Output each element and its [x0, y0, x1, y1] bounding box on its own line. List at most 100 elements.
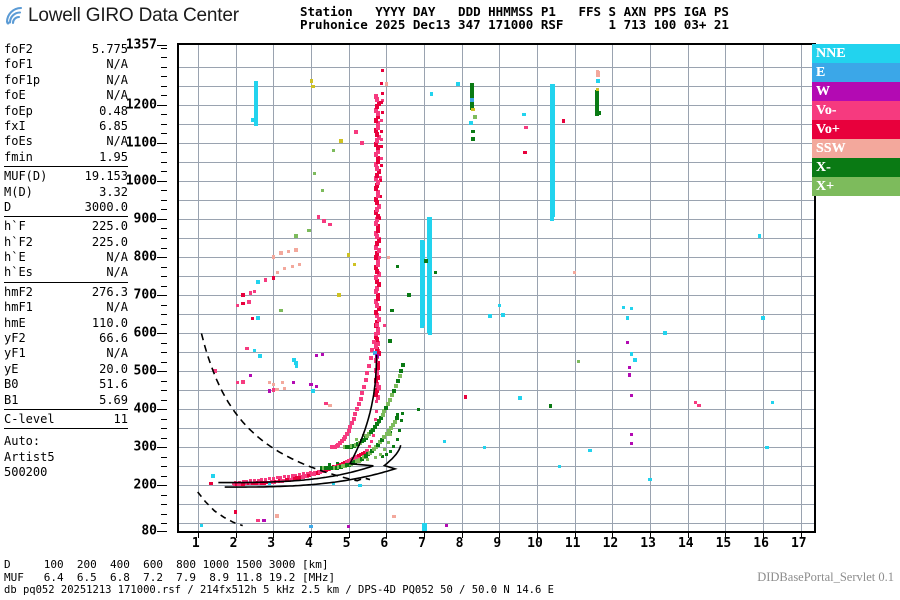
- y-axis-minor-tick: [161, 86, 167, 87]
- legend-item-vo[interactable]: Vo+: [812, 120, 900, 139]
- y-axis-tick-label: 300: [134, 440, 157, 455]
- parameter-name: h`E: [4, 250, 26, 265]
- y-axis-minor-tick: [161, 171, 167, 172]
- legend-item-label: Vo+: [816, 122, 840, 137]
- parameter-value: 3.32: [99, 185, 128, 200]
- y-axis-major-tick: [157, 105, 167, 106]
- y-axis-minor-tick: [161, 514, 167, 515]
- legend-item-ssw[interactable]: SSW: [812, 139, 900, 158]
- parameter-row: yE 20.0: [4, 362, 128, 377]
- parameter-name: hmF1: [4, 300, 33, 315]
- parameter-row: h`Es N/A: [4, 265, 128, 280]
- y-axis-minor-tick: [161, 362, 167, 363]
- y-axis-minor-tick: [161, 314, 167, 315]
- parameter-value: 276.3: [92, 285, 128, 300]
- y-axis-major-tick: [157, 257, 167, 258]
- legend-item-label: X+: [816, 179, 834, 194]
- ionogram-parameters-panel: foF2 5.775 foF1 N/A foF1p N/A foE N/A foEp 0.48 fx…: [4, 42, 128, 481]
- parameter-group-2: h`F 225.0 h`F2 225.0 h`E N/A h`Es N/A: [4, 219, 128, 283]
- y-axis-minor-tick: [161, 400, 167, 401]
- parameter-value: 51.6: [99, 377, 128, 392]
- y-axis-minor-tick: [161, 228, 167, 229]
- parameter-row: fmin 1.95: [4, 150, 128, 165]
- model-profile-curves: [179, 45, 814, 532]
- legend-item-w[interactable]: W: [812, 82, 900, 101]
- x-axis-tick-label: 3: [267, 536, 275, 551]
- y-axis-minor-tick: [161, 466, 167, 467]
- parameter-row: hmF2 276.3: [4, 285, 128, 300]
- y-axis-tick-label: 80: [141, 524, 157, 539]
- legend-item-label: NNE: [816, 46, 846, 61]
- y-axis-minor-tick: [161, 504, 167, 505]
- y-axis-tick-label: 500: [134, 364, 157, 379]
- file-metadata-line: db pq052 20251213 171000.rsf / 214fx512h…: [4, 584, 554, 596]
- legend-item-x[interactable]: X-: [812, 158, 900, 177]
- y-axis-minor-tick: [161, 476, 167, 477]
- y-axis-major-tick: [157, 409, 167, 410]
- parameter-row: yF1 N/A: [4, 346, 128, 361]
- parameter-row: hmF1 N/A: [4, 300, 128, 315]
- legend-item-x[interactable]: X+: [812, 177, 900, 196]
- y-axis-minor-tick: [161, 343, 167, 344]
- parameter-value: 110.0: [92, 316, 128, 331]
- parameter-name: B0: [4, 377, 18, 392]
- x-axis-tick-label: 9: [493, 536, 501, 551]
- parameter-value: 3000.0: [85, 200, 128, 215]
- y-axis-tick-label: 1100: [126, 135, 157, 150]
- parameter-name: foEp: [4, 104, 33, 119]
- parameter-row: foF2 5.775: [4, 42, 128, 57]
- y-axis-tick-label: 1000: [126, 173, 157, 188]
- parameter-name: h`F: [4, 219, 26, 234]
- x-axis-tick-label: 4: [305, 536, 313, 551]
- parameter-name: h`F2: [4, 235, 33, 250]
- x-axis-tick-label: 11: [565, 536, 581, 551]
- model-curve-o-mode: [218, 355, 376, 483]
- parameter-name: D: [4, 200, 11, 215]
- brand-logo: Lowell GIRO Data Center: [4, 2, 239, 30]
- legend-item-e[interactable]: E: [812, 63, 900, 82]
- x-axis-tick-label: 5: [343, 536, 351, 551]
- parameter-group-0: foF2 5.775 foF1 N/A foF1p N/A foE N/A foEp 0.48 fx…: [4, 42, 128, 167]
- y-axis-tick-label: 400: [134, 402, 157, 417]
- y-axis-minor-tick: [161, 200, 167, 201]
- polarization-legend[interactable]: NNE E W Vo- Vo+ SSW X- X+: [812, 44, 900, 196]
- y-axis-major-tick: [157, 531, 167, 532]
- x-axis-tick-label: 15: [716, 536, 732, 551]
- y-axis-minor-tick: [161, 190, 167, 191]
- y-axis-minor-tick: [161, 209, 167, 210]
- parameter-row: foF1p N/A: [4, 73, 128, 88]
- legend-item-label: SSW: [816, 141, 846, 156]
- parameter-value: 225.0: [92, 235, 128, 250]
- model-curve-tail-dashed: [198, 492, 243, 526]
- model-curve-muf-dashed: [201, 333, 370, 480]
- parameter-group-3: hmF2 276.3 hmF1 N/A hmE 110.0 yF2 66.6 yF1 N/A yE 2…: [4, 285, 128, 410]
- parameter-value: 1.95: [99, 150, 128, 165]
- y-axis-tick-label: 600: [134, 326, 157, 341]
- parameter-row: hmE 110.0: [4, 316, 128, 331]
- parameter-row: yF2 66.6: [4, 331, 128, 346]
- y-axis-tick-label: 200: [134, 478, 157, 493]
- legend-item-nne[interactable]: NNE: [812, 44, 900, 63]
- x-axis-tick-label: 12: [603, 536, 619, 551]
- y-axis-minor-tick: [161, 133, 167, 134]
- x-axis-tick-label: 13: [640, 536, 656, 551]
- y-axis-major-tick: [157, 219, 167, 220]
- legend-item-label: X-: [816, 160, 831, 175]
- station-header-table: Station YYYY DAY DDD HHMMSS P1 FFS S AXN…: [300, 5, 729, 31]
- brand-name: Lowell GIRO Data Center: [28, 5, 239, 27]
- x-axis-tick-label: 14: [678, 536, 694, 551]
- y-axis-minor-tick: [161, 276, 167, 277]
- legend-item-vo[interactable]: Vo-: [812, 101, 900, 120]
- parameter-name: yF1: [4, 346, 26, 361]
- y-axis-minor-tick: [161, 152, 167, 153]
- servlet-version-label: DIDBasePortal_Servlet 0.1: [757, 570, 894, 585]
- y-axis-minor-tick: [161, 238, 167, 239]
- y-axis-minor-tick: [161, 457, 167, 458]
- parameter-row: h`E N/A: [4, 250, 128, 265]
- y-axis-minor-tick: [161, 76, 167, 77]
- auto-label: Auto:: [4, 434, 128, 449]
- parameter-value: 0.48: [99, 104, 128, 119]
- y-axis-tick-label: 1357: [126, 38, 157, 53]
- ionogram-plot-area[interactable]: [177, 43, 816, 533]
- auto-program: Artist5: [4, 450, 128, 465]
